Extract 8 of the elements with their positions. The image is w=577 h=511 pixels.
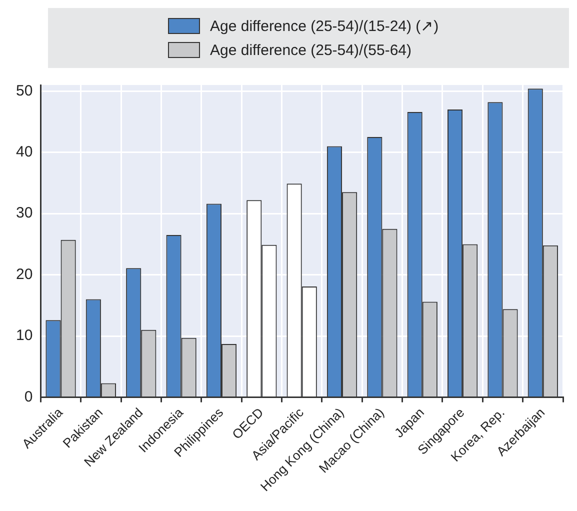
- y-tick-label: 20: [16, 266, 33, 283]
- legend-label: Age difference (25-54)/(15-24) (↗): [210, 17, 439, 35]
- y-tick-label: 40: [16, 143, 33, 160]
- y-tick-label: 50: [16, 82, 33, 100]
- legend-label: Age difference (25-54)/(55-64): [210, 42, 412, 58]
- y-tick-label: 10: [16, 327, 33, 344]
- y-tick-label: 30: [16, 204, 33, 222]
- y-tick-label: 0: [24, 388, 33, 406]
